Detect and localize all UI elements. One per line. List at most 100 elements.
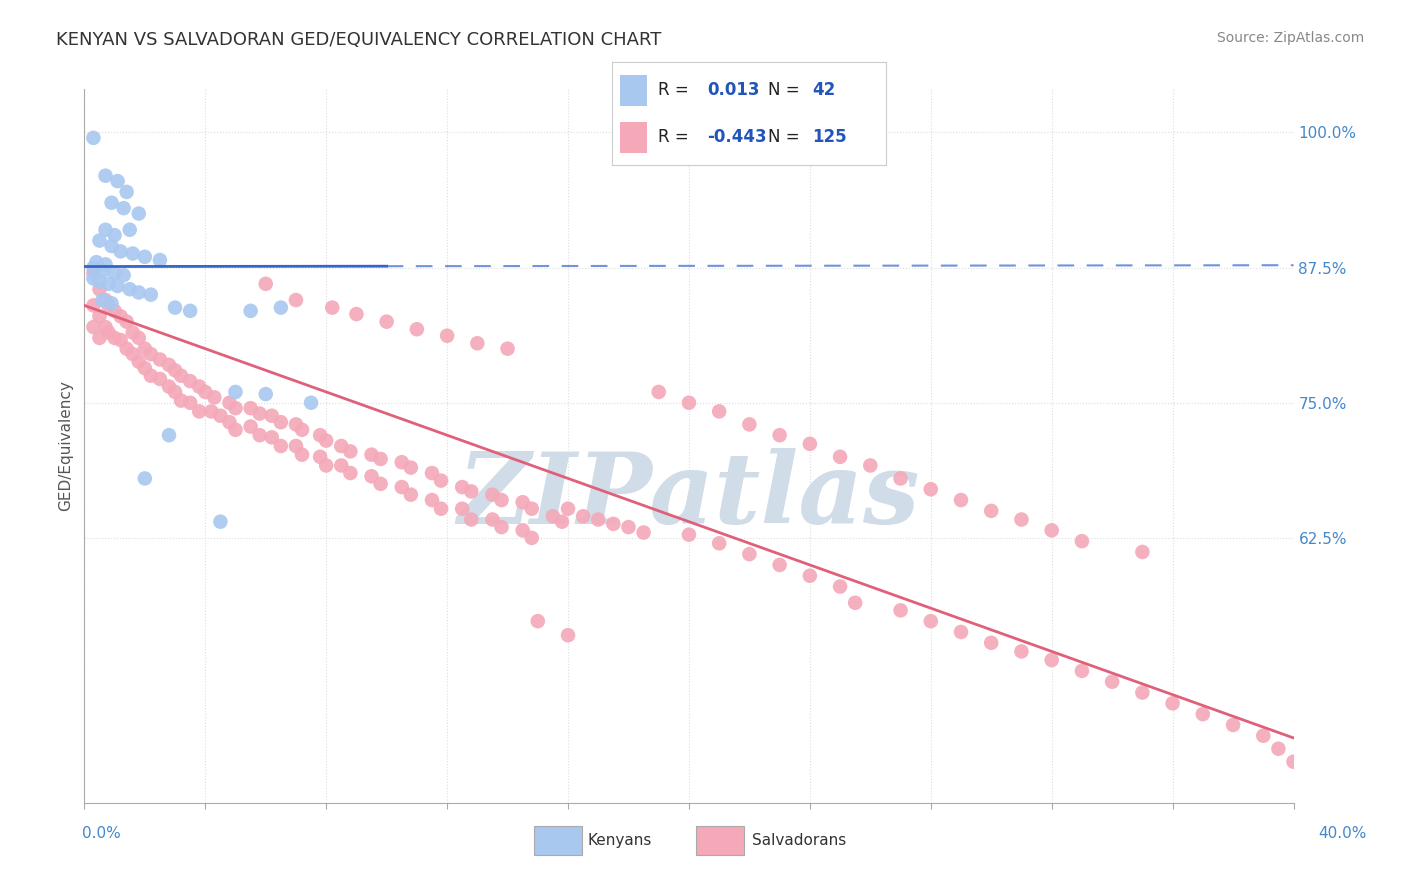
Point — [149, 352, 172, 367]
Point — [94, 320, 117, 334]
Point — [950, 493, 973, 508]
Point — [149, 253, 172, 268]
Point — [139, 287, 162, 301]
Point — [139, 368, 162, 383]
Point — [94, 257, 117, 271]
Text: 0.013: 0.013 — [707, 81, 761, 99]
Point — [134, 250, 156, 264]
Text: -0.443: -0.443 — [707, 128, 768, 146]
Point — [588, 512, 610, 526]
Point — [100, 239, 122, 253]
Point — [399, 488, 422, 502]
Point — [270, 301, 292, 315]
Point — [82, 320, 104, 334]
Point — [299, 396, 322, 410]
Point — [360, 469, 382, 483]
Text: 0.0%: 0.0% — [82, 827, 121, 841]
Point — [430, 474, 453, 488]
Point — [512, 524, 534, 538]
Text: R =: R = — [658, 128, 695, 146]
Point — [315, 434, 337, 448]
Point — [260, 409, 283, 423]
Point — [890, 471, 912, 485]
Point — [339, 466, 361, 480]
Point — [218, 396, 240, 410]
Point — [491, 520, 513, 534]
Point — [157, 358, 180, 372]
Point — [121, 347, 143, 361]
Point — [112, 268, 135, 282]
Point — [491, 493, 513, 508]
Text: Source: ZipAtlas.com: Source: ZipAtlas.com — [1216, 31, 1364, 45]
Point — [170, 368, 193, 383]
Point — [1267, 741, 1289, 756]
Point — [104, 228, 127, 243]
Point — [602, 516, 624, 531]
Point — [225, 423, 247, 437]
Point — [309, 450, 332, 464]
Point — [738, 417, 761, 432]
Point — [249, 428, 271, 442]
Point — [134, 471, 156, 485]
Y-axis label: GED/Equivalency: GED/Equivalency — [58, 381, 73, 511]
Point — [107, 279, 129, 293]
Text: 42: 42 — [811, 81, 835, 99]
Point — [1011, 644, 1033, 658]
Point — [82, 271, 104, 285]
Point — [134, 361, 156, 376]
Point — [89, 282, 111, 296]
Point — [225, 384, 247, 399]
Point — [209, 409, 232, 423]
Point — [128, 331, 150, 345]
Point — [128, 285, 150, 300]
Point — [1071, 664, 1094, 678]
Point — [249, 407, 271, 421]
Point — [179, 374, 201, 388]
Point — [100, 296, 122, 310]
Point — [346, 307, 368, 321]
Point — [165, 301, 187, 315]
Point — [1282, 755, 1305, 769]
Point — [89, 275, 111, 289]
Point — [769, 558, 792, 572]
Point — [94, 223, 117, 237]
Point — [104, 303, 127, 318]
Point — [270, 415, 292, 429]
Point — [890, 603, 912, 617]
Point — [406, 322, 429, 336]
Point — [1071, 534, 1094, 549]
Point — [799, 568, 821, 582]
Point — [179, 303, 201, 318]
Point — [202, 390, 225, 404]
Point — [520, 501, 543, 516]
Point — [709, 404, 731, 418]
Point — [950, 624, 973, 639]
Point — [678, 527, 700, 541]
Text: KENYAN VS SALVADORAN GED/EQUIVALENCY CORRELATION CHART: KENYAN VS SALVADORAN GED/EQUIVALENCY COR… — [56, 31, 662, 49]
Point — [107, 174, 129, 188]
Point — [920, 614, 942, 628]
Point — [285, 417, 308, 432]
Point — [291, 448, 314, 462]
Text: R =: R = — [658, 81, 695, 99]
Point — [830, 580, 852, 594]
Point — [769, 428, 792, 442]
Point — [100, 195, 122, 210]
Point — [115, 342, 138, 356]
Point — [194, 384, 217, 399]
Point — [165, 384, 187, 399]
Point — [91, 293, 114, 307]
Point — [557, 501, 579, 516]
Point — [1253, 729, 1275, 743]
Point — [648, 384, 671, 399]
Point — [270, 439, 292, 453]
Point — [551, 515, 574, 529]
Point — [557, 628, 579, 642]
Point — [859, 458, 882, 473]
Point — [239, 401, 262, 416]
Point — [188, 379, 211, 393]
Point — [157, 428, 180, 442]
Point — [633, 131, 655, 145]
Point — [82, 131, 104, 145]
Point — [467, 336, 489, 351]
